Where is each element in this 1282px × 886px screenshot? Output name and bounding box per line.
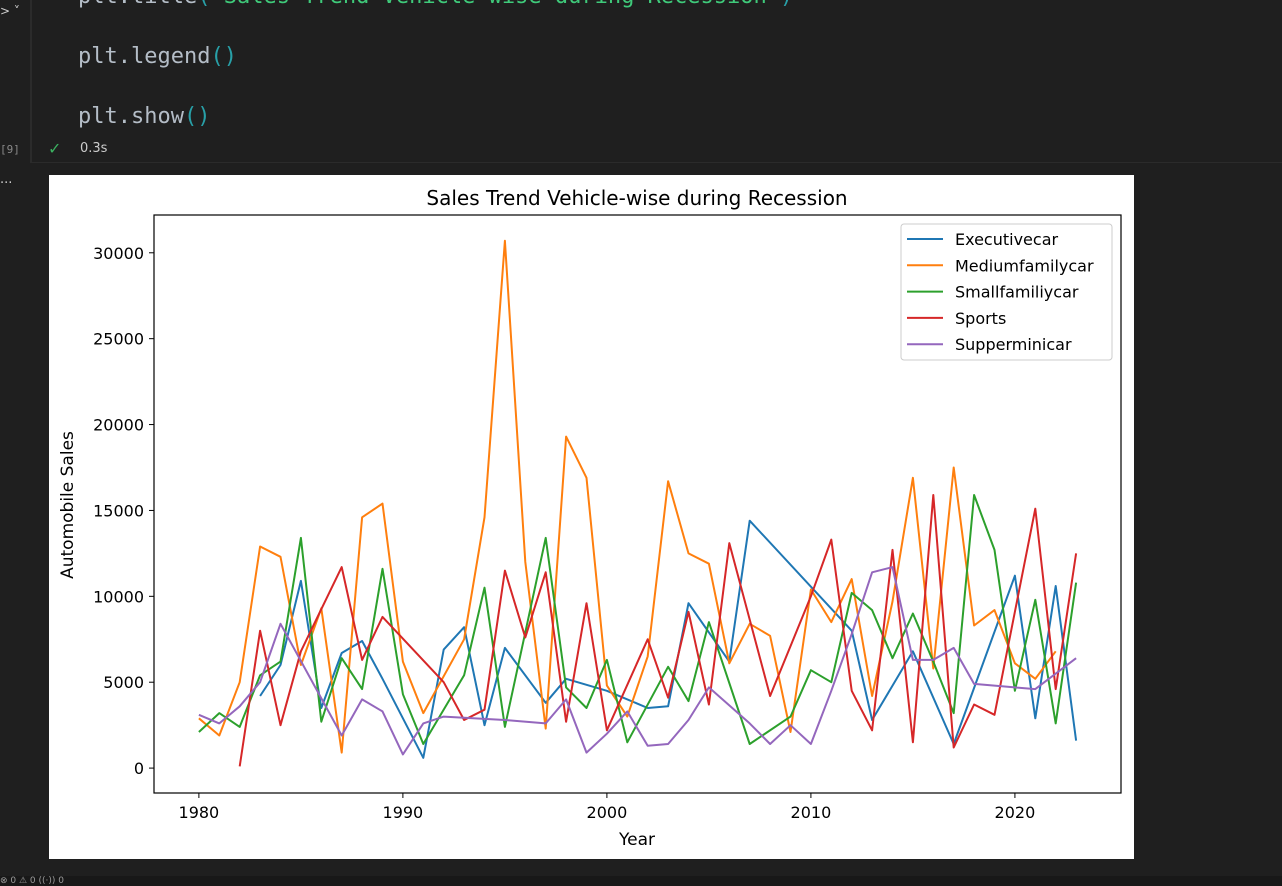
collapse-chevron-icon[interactable]: > ˅ [0,4,20,18]
output-more-icon[interactable]: ... [0,172,13,187]
plot-output: Sales Trend Vehicle-wise during Recessio… [49,175,1134,859]
code-line-legend[interactable]: plt.legend() [78,44,237,69]
code-line-show[interactable]: plt.show() [78,104,211,129]
check-icon: ✓ [48,139,62,158]
y-tick-label: 25000 [93,330,144,349]
cell-gutter: > ˅ [9] ... [0,0,30,886]
series-line-executivecar [259,519,1078,759]
y-tick-label: 15000 [93,501,144,520]
series-line-sports [238,494,1078,767]
x-tick-label: 2000 [587,803,628,822]
chart-title: Sales Trend Vehicle-wise during Recessio… [426,186,847,210]
x-tick-label: 1980 [179,803,220,822]
x-tick-label: 2010 [791,803,832,822]
x-axis-label: Year [618,830,655,850]
y-tick-label: 30000 [93,244,144,263]
y-axis-label: Automobile Sales [58,431,78,579]
execution-time: 0.3s [80,141,108,156]
output-separator [30,162,1282,163]
legend-label-sports: Sports [955,309,1006,328]
x-tick-label: 1990 [383,803,424,822]
cell-focus-border [30,0,32,162]
legend-label-mediumfamilycar: Mediumfamilycar [955,256,1094,275]
legend-label-executivecar: Executivecar [955,230,1059,249]
code-cell[interactable] [30,0,1282,162]
status-bar: ⊗ 0 ⚠ 0 ((·)) 0 [0,876,1282,886]
plot-frame [153,214,1122,794]
x-tick-label: 2020 [995,803,1036,822]
y-tick-label: 5000 [103,673,144,692]
code-line-title[interactable]: plt.title('Sales Trend Vehicle-wise duri… [78,0,793,9]
y-tick-label: 0 [134,759,144,778]
series-line-supperminicar [198,566,1077,756]
series-line-smallfamiliycar [198,494,1078,745]
legend-label-smallfamiliycar: Smallfamiliycar [955,283,1079,302]
y-tick-label: 20000 [93,416,144,435]
y-tick-label: 10000 [93,587,144,606]
execution-count: [9] [0,143,20,156]
legend-label-supperminicar: Supperminicar [955,335,1072,354]
legend-box [900,223,1113,361]
line-chart: Sales Trend Vehicle-wise during Recessio… [58,186,1122,850]
